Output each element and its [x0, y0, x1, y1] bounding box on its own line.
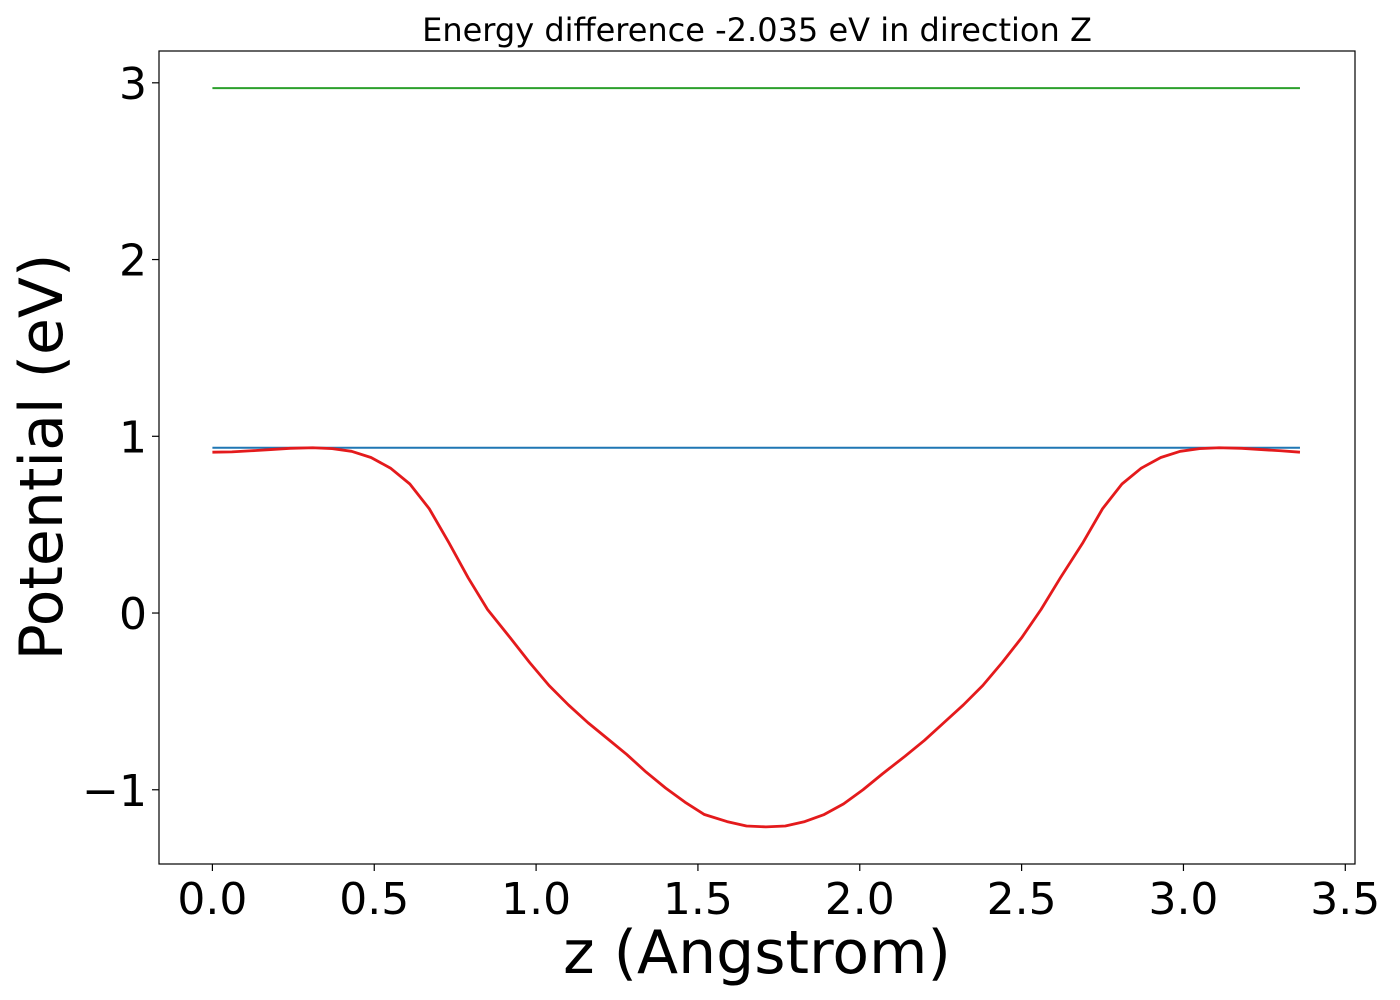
chart-title: Energy difference -2.035 eV in direction… — [422, 11, 1092, 49]
series-line-3 — [212, 446, 1301, 829]
x-axis-ticks: 0.0 0.5 1.0 1.5 2.0 2.5 3.0 3.5 — [177, 864, 1380, 925]
x-tick-label: 2.5 — [987, 874, 1057, 925]
plot-area-frame — [158, 50, 1356, 865]
x-tick-label: 1.5 — [663, 874, 733, 925]
y-tick-label: 3 — [119, 59, 147, 110]
x-tick-label: 2.0 — [825, 874, 895, 925]
x-tick-label: 3.0 — [1148, 874, 1218, 925]
y-tick-label: 1 — [119, 412, 147, 463]
x-tick-label: 3.5 — [1310, 874, 1380, 925]
x-tick-label: 1.0 — [501, 874, 571, 925]
x-tick-label: 0.0 — [177, 874, 247, 925]
x-axis-label: z (Angstrom) — [563, 918, 951, 988]
y-tick-label: −1 — [82, 766, 147, 817]
y-axis-ticks: −1 0 1 2 3 — [82, 59, 159, 817]
x-tick-label: 0.5 — [339, 874, 409, 925]
y-axis-label: Potential (eV) — [7, 254, 77, 661]
y-tick-label: 0 — [119, 589, 147, 640]
series-group — [212, 87, 1301, 829]
y-tick-label: 2 — [119, 236, 147, 287]
